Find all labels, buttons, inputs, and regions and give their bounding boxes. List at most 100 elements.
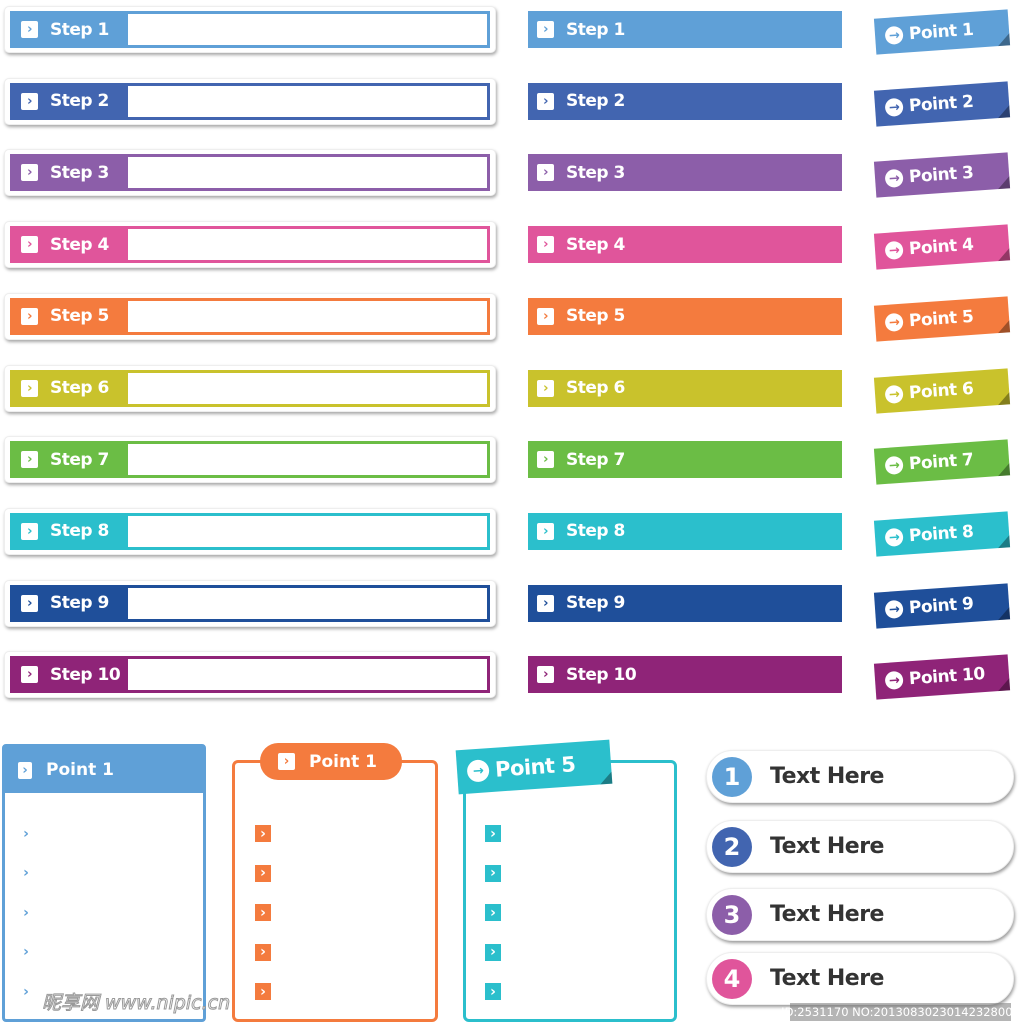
list-bullet-chevron-icon: › bbox=[255, 864, 271, 882]
step-label: Step 10 bbox=[50, 664, 121, 685]
numbered-item[interactable]: 1 Text Here bbox=[706, 750, 1014, 803]
chevron-right-icon: › bbox=[537, 594, 554, 612]
list-bullet-chevron-icon: › bbox=[485, 864, 501, 882]
tag-fold bbox=[997, 606, 1011, 620]
step-text-field[interactable] bbox=[128, 372, 487, 404]
chevron-right-icon: › bbox=[278, 753, 295, 770]
step-text-field[interactable] bbox=[128, 587, 487, 619]
step-bar: › Step 10 bbox=[528, 656, 842, 694]
step-bar: › Step 2 bbox=[528, 82, 842, 120]
framed-step-inner: › Step 1 bbox=[10, 11, 490, 48]
framed-step-label: › Step 3 bbox=[13, 157, 128, 189]
step-text-field[interactable] bbox=[128, 444, 487, 476]
step-text-field[interactable] bbox=[128, 229, 487, 261]
list-bullet-chevron-icon: › bbox=[23, 865, 29, 881]
framed-step-inner: › Step 8 bbox=[10, 512, 490, 550]
framed-step-label: › Step 7 bbox=[13, 444, 128, 476]
step-label: Step 1 bbox=[566, 19, 625, 40]
arrow-right-circle-icon: → bbox=[884, 671, 904, 691]
item-text: Text Here bbox=[770, 834, 884, 859]
step-bar: › Step 1 bbox=[528, 11, 842, 48]
step-text-field[interactable] bbox=[128, 85, 487, 117]
chevron-right-icon: › bbox=[21, 451, 38, 469]
panel-title: Point 5 bbox=[494, 752, 577, 782]
point-label: Point 4 bbox=[908, 234, 975, 260]
point-tag: → Point 7 bbox=[873, 439, 1011, 485]
list-bullet-chevron-icon: › bbox=[23, 825, 29, 842]
panel-teal bbox=[463, 760, 677, 1022]
numbered-item[interactable]: 3 Text Here bbox=[706, 888, 1014, 941]
panel-orange bbox=[232, 760, 438, 1022]
chevron-right-icon: › bbox=[537, 379, 554, 397]
tag-fold bbox=[599, 771, 613, 785]
panel-title: Point 1 bbox=[46, 760, 114, 780]
point-tag: → Point 1 bbox=[873, 9, 1011, 55]
chevron-right-icon: › bbox=[21, 236, 38, 254]
step-label: Step 3 bbox=[566, 162, 625, 183]
step-label: Step 6 bbox=[50, 378, 109, 398]
framed-step-inner: › Step 2 bbox=[10, 82, 490, 120]
step-bar: › Step 8 bbox=[528, 512, 842, 550]
chevron-right-icon: › bbox=[21, 522, 38, 540]
point-label: Point 7 bbox=[908, 450, 975, 475]
point-label: Point 5 bbox=[908, 306, 975, 332]
step-label: Step 9 bbox=[566, 593, 625, 614]
point-tag: → Point 8 bbox=[873, 511, 1011, 557]
framed-step-label: › Step 8 bbox=[13, 515, 128, 547]
list-bullet-chevron-icon: › bbox=[23, 904, 29, 921]
point-tag: → Point 6 bbox=[873, 367, 1011, 414]
step-text-field[interactable] bbox=[128, 300, 487, 332]
chevron-right-icon: › bbox=[21, 164, 38, 182]
framed-step-inner: › Step 5 bbox=[10, 297, 490, 335]
point-label: Point 9 bbox=[908, 593, 975, 618]
step-label: Step 8 bbox=[50, 521, 109, 542]
panel-blue: › Point 1 bbox=[2, 744, 206, 1022]
step-text-field[interactable] bbox=[128, 157, 487, 189]
number-badge: 1 bbox=[712, 756, 752, 797]
framed-step-inner: › Step 9 bbox=[10, 584, 490, 622]
framed-step: › Step 6 bbox=[4, 364, 496, 412]
panel-orange-header: › Point 1 bbox=[260, 743, 402, 780]
step-text-field[interactable] bbox=[128, 659, 487, 691]
point-label: Point 10 bbox=[908, 664, 986, 690]
list-bullet-chevron-icon: › bbox=[23, 944, 29, 960]
chevron-right-icon: › bbox=[537, 236, 554, 254]
point-label: Point 8 bbox=[908, 521, 975, 547]
list-bullet-chevron-icon: › bbox=[485, 943, 501, 961]
point-label: Point 1 bbox=[908, 19, 975, 45]
numbered-item[interactable]: 2 Text Here bbox=[706, 820, 1014, 873]
framed-step: › Step 10 bbox=[4, 651, 496, 699]
tag-fold bbox=[997, 33, 1011, 47]
list-bullet-chevron-icon: › bbox=[485, 904, 501, 921]
step-label: Step 4 bbox=[50, 234, 109, 255]
point-tag: → Point 5 bbox=[873, 296, 1011, 342]
number-badge: 2 bbox=[712, 826, 752, 867]
step-label: Step 2 bbox=[566, 91, 625, 112]
framed-step-inner: › Step 6 bbox=[10, 369, 490, 407]
tag-fold bbox=[997, 391, 1011, 405]
step-label: Step 1 bbox=[50, 19, 109, 40]
step-label: Step 8 bbox=[566, 521, 625, 542]
framed-step-inner: › Step 4 bbox=[10, 226, 490, 264]
tag-fold bbox=[997, 248, 1011, 262]
numbered-item[interactable]: 4 Text Here bbox=[706, 952, 1014, 1005]
list-bullet-chevron-icon: › bbox=[255, 904, 271, 921]
item-text: Text Here bbox=[770, 966, 884, 991]
list-bullet-chevron-icon: › bbox=[23, 983, 29, 1000]
chevron-right-icon: › bbox=[537, 307, 554, 325]
step-bar: › Step 6 bbox=[528, 369, 842, 407]
framed-step-label: › Step 1 bbox=[13, 14, 128, 45]
step-label: Step 7 bbox=[566, 449, 625, 470]
step-bar: › Step 7 bbox=[528, 441, 842, 479]
list-bullet-chevron-icon: › bbox=[255, 983, 271, 1000]
arrow-right-circle-icon: → bbox=[884, 169, 904, 189]
framed-step: › Step 3 bbox=[4, 149, 496, 197]
framed-step: › Step 1 bbox=[4, 6, 496, 53]
chevron-right-icon: › bbox=[21, 594, 38, 612]
tag-fold bbox=[997, 535, 1011, 549]
chevron-right-icon: › bbox=[537, 522, 554, 540]
framed-step-label: › Step 4 bbox=[13, 229, 128, 261]
step-text-field[interactable] bbox=[128, 14, 487, 45]
step-bar: › Step 4 bbox=[528, 226, 842, 264]
step-text-field[interactable] bbox=[128, 515, 487, 547]
